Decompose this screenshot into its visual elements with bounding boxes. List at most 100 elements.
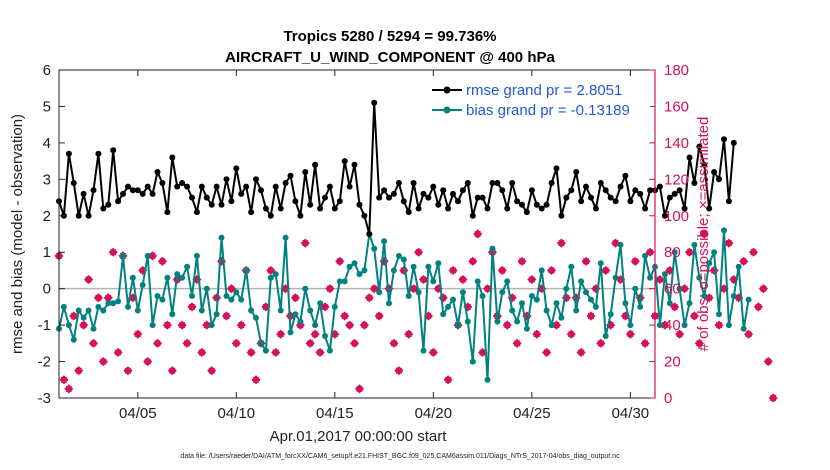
bias-point [509, 307, 516, 314]
rmse-point [681, 205, 688, 212]
obs-assimilated-marker [468, 256, 478, 266]
rmse-point [267, 212, 274, 219]
obs-assimilated-marker [753, 302, 764, 312]
bias-point [543, 307, 550, 314]
rmse-point [262, 205, 269, 212]
bias-point [95, 303, 102, 310]
rmse-point [479, 194, 486, 201]
bias-point [213, 311, 220, 318]
obs-assimilated-marker [758, 284, 768, 294]
bias-point [326, 347, 333, 354]
rmse-point [405, 209, 412, 216]
rmse-point [159, 180, 166, 186]
bias-point [390, 267, 397, 274]
rmse-point [292, 198, 299, 205]
rmse-point [302, 169, 309, 175]
bias-point [725, 322, 732, 329]
obs-assimilated-marker [182, 338, 192, 348]
bias-point [139, 282, 146, 288]
bias-point [420, 347, 427, 354]
rmse-point [627, 198, 634, 205]
bias-point [469, 358, 476, 365]
y-left-tick-label: 3 [43, 171, 51, 188]
obs-assimilated-marker [675, 329, 685, 339]
obs-assimilated-marker [527, 274, 537, 285]
rmse-point [499, 187, 506, 194]
bias-point [208, 322, 215, 329]
rmse-point [721, 136, 727, 143]
y-right-tick-label: 80 [664, 244, 681, 261]
rmse-point [533, 201, 540, 208]
obs-assimilated-marker [546, 265, 557, 276]
bias-point [745, 296, 752, 303]
obs-assimilated-marker [197, 347, 207, 358]
obs-assimilated-marker [315, 347, 325, 358]
rmse-series-layer [56, 99, 737, 237]
rmse-point [312, 161, 319, 168]
rmse-point [179, 180, 186, 186]
bias-point [386, 300, 392, 307]
obs-assimilated-marker [305, 338, 315, 348]
rmse-point [730, 139, 737, 146]
bias-point [656, 322, 663, 329]
obs-assimilated-marker [601, 265, 611, 276]
bias-point [129, 274, 136, 281]
bias-point [100, 307, 107, 314]
rmse-point [341, 158, 348, 165]
bias-point [612, 274, 619, 281]
bias-point [474, 278, 481, 285]
rmse-point [415, 205, 422, 212]
obs-assimilated-marker [79, 320, 89, 330]
bias-point [341, 278, 348, 285]
rmse-point [164, 209, 171, 216]
bias-point [154, 293, 161, 299]
y-right-tick-label: 100 [664, 208, 689, 225]
rmse-point [701, 161, 708, 168]
rmse-point [134, 187, 141, 194]
rmse-point [390, 190, 397, 197]
bias-point [110, 300, 117, 307]
bias-point [455, 322, 461, 329]
bias-point [317, 300, 324, 307]
rmse-point [430, 183, 437, 190]
rmse-point [484, 205, 491, 212]
obs-assimilated-marker [364, 293, 374, 303]
obs-assimilated-marker [581, 256, 591, 266]
obs-assimilated-marker [349, 338, 360, 348]
bias-point [538, 267, 545, 274]
rmse-point [642, 205, 649, 212]
obs-assimilated-marker [207, 366, 217, 376]
rmse-point [489, 180, 496, 186]
obs-assimilated-marker [418, 274, 429, 285]
obs-assimilated-marker [448, 265, 458, 276]
bias-point [198, 307, 205, 314]
bias-point [272, 271, 279, 278]
bias-point [637, 303, 644, 310]
rmse-point [440, 187, 447, 194]
bias-point [553, 300, 560, 307]
bias-point [597, 260, 604, 267]
bias-point [336, 278, 343, 285]
obs-assimilated-marker [409, 284, 419, 294]
bias-point [519, 300, 525, 307]
bias-point [312, 322, 319, 329]
bias-point [706, 260, 713, 267]
rmse-point [258, 187, 264, 194]
legend: rmse grand pr = 2.8051 bias grand pr = -… [428, 79, 650, 121]
rmse-point [386, 194, 392, 201]
obs-assimilated-marker [276, 329, 286, 339]
bias-point [238, 296, 245, 303]
bias-point [583, 289, 589, 296]
obs-assimilated-marker [743, 329, 754, 339]
obs-assimilated-marker [542, 347, 552, 358]
rmse-point [366, 231, 373, 237]
rmse-point [622, 172, 629, 179]
bias-point [410, 263, 417, 270]
rmse-point [445, 205, 452, 212]
bias-point [602, 333, 609, 339]
data-file-footer: data file: /Users/raeder/DAI/ATM_forcXX/… [180, 453, 620, 460]
bias-point [307, 307, 314, 314]
rmse-point [307, 201, 314, 208]
legend-rmse-label: rmse grand pr = 2.8051 [466, 82, 622, 99]
rmse-point [455, 198, 461, 205]
